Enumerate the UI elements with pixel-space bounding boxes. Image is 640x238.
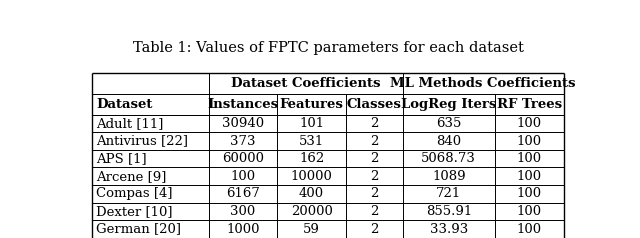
Text: 101: 101 (299, 117, 324, 130)
Text: Dexter [10]: Dexter [10] (97, 205, 173, 218)
Text: Dataset Coefficients: Dataset Coefficients (231, 77, 380, 89)
Text: Antivirus [22]: Antivirus [22] (97, 134, 188, 148)
Text: 2: 2 (370, 117, 378, 130)
Text: German [20]: German [20] (97, 223, 181, 236)
Text: Features: Features (280, 98, 344, 111)
Text: 300: 300 (230, 205, 255, 218)
Text: 1089: 1089 (432, 170, 465, 183)
Text: 100: 100 (516, 117, 542, 130)
Text: 100: 100 (230, 170, 255, 183)
Text: 400: 400 (299, 187, 324, 200)
Text: Dataset: Dataset (97, 98, 153, 111)
Text: ML Methods Coefficients: ML Methods Coefficients (390, 77, 576, 89)
Text: 100: 100 (516, 170, 542, 183)
Text: 59: 59 (303, 223, 320, 236)
Text: 100: 100 (516, 223, 542, 236)
Text: LogReg Iters: LogReg Iters (401, 98, 497, 111)
Text: 100: 100 (516, 187, 542, 200)
Text: 2: 2 (370, 170, 378, 183)
Text: Classes: Classes (347, 98, 402, 111)
Text: 855.91: 855.91 (426, 205, 472, 218)
Text: 6167: 6167 (226, 187, 260, 200)
Text: 531: 531 (299, 134, 324, 148)
Text: 100: 100 (516, 152, 542, 165)
Text: Compas [4]: Compas [4] (97, 187, 173, 200)
Text: 1000: 1000 (227, 223, 260, 236)
Text: 30940: 30940 (222, 117, 264, 130)
Text: 162: 162 (299, 152, 324, 165)
Text: 721: 721 (436, 187, 461, 200)
Text: 635: 635 (436, 117, 461, 130)
Text: 2: 2 (370, 223, 378, 236)
Text: 2: 2 (370, 187, 378, 200)
Text: 840: 840 (436, 134, 461, 148)
Text: Arcene [9]: Arcene [9] (97, 170, 167, 183)
Text: 100: 100 (516, 134, 542, 148)
Text: 2: 2 (370, 134, 378, 148)
Text: Adult [11]: Adult [11] (97, 117, 164, 130)
Text: RF Trees: RF Trees (497, 98, 562, 111)
Text: 33.93: 33.93 (429, 223, 468, 236)
Text: Table 1: Values of FPTC parameters for each dataset: Table 1: Values of FPTC parameters for e… (132, 41, 524, 55)
Text: 5068.73: 5068.73 (421, 152, 476, 165)
Text: 20000: 20000 (291, 205, 333, 218)
Text: 60000: 60000 (222, 152, 264, 165)
Text: 100: 100 (516, 205, 542, 218)
Text: 373: 373 (230, 134, 256, 148)
Text: 2: 2 (370, 152, 378, 165)
Text: 10000: 10000 (291, 170, 333, 183)
Text: Instances: Instances (207, 98, 278, 111)
Text: APS [1]: APS [1] (97, 152, 147, 165)
Text: 2: 2 (370, 205, 378, 218)
